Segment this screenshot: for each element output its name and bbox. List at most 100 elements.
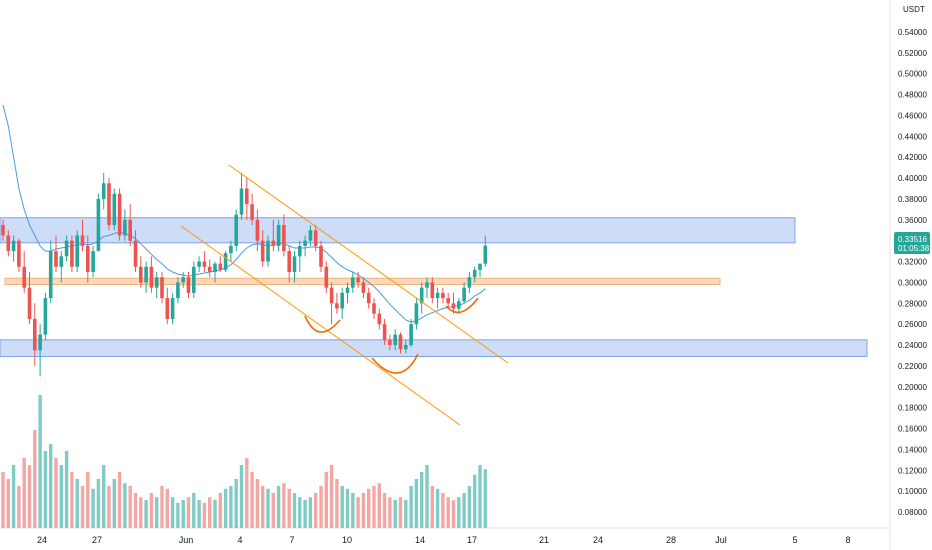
candle-body [393,334,397,346]
candle-body [192,266,196,293]
volume-bar [17,486,21,528]
volume-bar [409,486,413,528]
time-tick-label: 17 [467,535,477,545]
channel-lower-line[interactable] [180,225,461,426]
price-tick-label: 0.28000 [898,299,927,308]
candle-body [54,251,58,267]
volume-bar [377,483,381,528]
volume-bar [64,451,69,528]
candle-body [282,225,286,252]
volume-bar [261,486,265,528]
volume-bar [435,488,440,528]
volume-bar [473,474,477,528]
volume-bar [133,493,138,528]
price-tick-label: 0.46000 [898,111,927,120]
volume-bar [155,497,159,528]
volume-bar [91,488,95,528]
volume-bar [197,500,201,528]
volume-bar [186,497,191,528]
price-tick-label: 0.32000 [898,258,927,267]
price-tick-label: 0.20000 [898,383,927,392]
candle-body [133,240,138,267]
volume-bar [213,500,217,528]
volume-bar [414,479,419,528]
price-tag-box [894,232,930,254]
volume-bar [170,497,175,528]
channel-upper-line[interactable] [228,164,509,364]
candle-body [154,277,159,288]
volume-bar [176,502,180,528]
curve-annotation-3[interactable] [445,297,479,314]
zone-1 [0,217,796,244]
candlestick-series [1,172,488,377]
candle-body [441,292,445,299]
volume-bar [420,472,424,528]
candle-body [128,219,132,241]
candle-body [17,240,21,267]
candle-body [298,245,302,257]
price-tick-label: 0.22000 [898,362,927,371]
price-tick-label: 0.50000 [898,70,927,79]
candle-body [345,287,350,293]
price-scale[interactable] [890,0,932,550]
volume-bar [292,493,297,528]
candle-body [271,240,276,246]
candle-body [446,298,450,304]
curve-annotation-2[interactable] [371,353,419,374]
candle-body [202,261,207,267]
volume-bar [49,444,53,528]
volume-bar [123,483,127,528]
volume-bar [382,493,387,528]
volume-bar [102,465,106,528]
volume-bar [27,465,32,528]
price-tick-label: 0.18000 [898,404,927,413]
candle-body [38,334,42,351]
candle-body [229,245,233,254]
time-tick-label: 4 [237,535,242,545]
volume-bar [404,500,408,528]
candle-body [96,198,101,252]
candle-body [176,282,180,299]
volume-bar [308,497,313,528]
time-tick-label: 21 [539,535,549,545]
volume-bars [1,395,487,528]
volume-bar [451,500,456,528]
volume-bar [70,472,74,528]
volume-bar [398,497,403,528]
volume-bar [96,479,101,528]
candle-body [361,282,366,293]
volume-bar [149,493,154,528]
time-tick-label: 14 [415,535,425,545]
volume-bar [128,486,132,528]
time-tick-label: Jun [179,535,194,545]
volume-bar [1,472,5,528]
candle-body [70,240,74,267]
candle-body [144,266,148,283]
volume-bar [255,479,260,528]
candle-body [324,266,329,288]
volume-bar [160,486,164,528]
candle-body [250,204,254,220]
volume-bar [441,493,445,528]
candle-body [207,266,212,272]
volume-bar [218,493,222,528]
candle-body [218,263,223,270]
candle-body [329,287,334,304]
candle-body [197,261,201,267]
candle-body [59,256,64,267]
current-price-tag: 0.33516 01:05:38 [894,232,930,254]
volume-bar [351,493,355,528]
candle-body [22,266,26,288]
candle-body [335,303,339,309]
candle-body [472,269,477,278]
candle-body [223,253,228,270]
price-tick-label: 0.10000 [898,487,927,496]
volume-bar [202,502,207,528]
volume-bar [6,479,10,528]
curve-annotation-1[interactable] [304,315,341,333]
volume-bar [282,483,286,528]
volume-bar [75,479,79,528]
volume-bar [22,458,26,528]
price-tick-label: 0.24000 [898,341,927,350]
